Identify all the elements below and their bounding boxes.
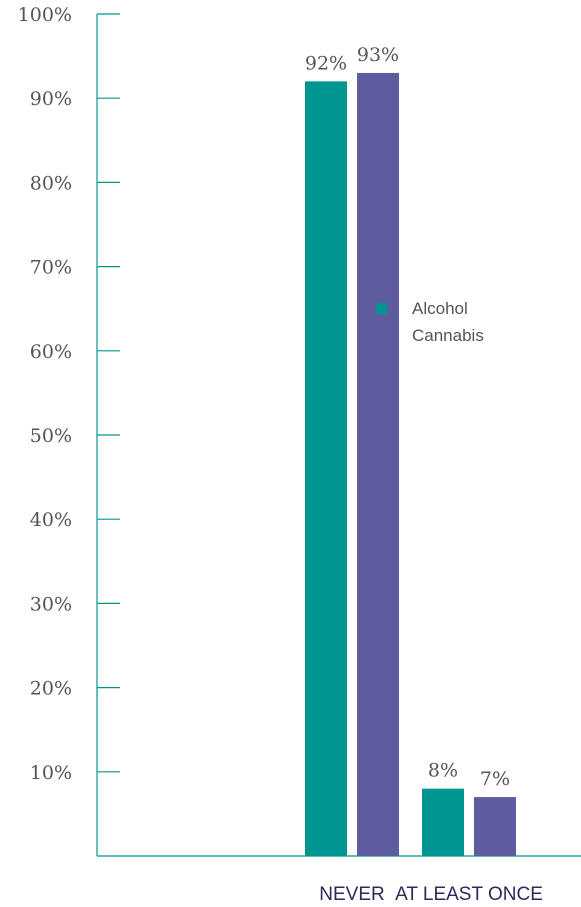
bar-alcohol-1 xyxy=(422,788,464,856)
y-tick-label: 80% xyxy=(30,172,72,194)
y-tick-label: 30% xyxy=(30,593,72,615)
y-tick-label: 100% xyxy=(18,4,72,26)
legend-swatch xyxy=(376,330,387,341)
y-tick-label: 40% xyxy=(30,509,72,531)
y-tick-label: 60% xyxy=(30,341,72,363)
bar-cannabis-0 xyxy=(357,72,399,856)
bar-alcohol-0 xyxy=(305,81,347,857)
data-label: 92% xyxy=(305,52,347,74)
y-tick-label: 90% xyxy=(30,88,72,110)
data-label: 93% xyxy=(357,44,399,66)
y-tick-label: 50% xyxy=(30,425,72,447)
legend-swatch xyxy=(376,303,387,314)
bar-cannabis-1 xyxy=(474,797,516,856)
y-tick-label: 20% xyxy=(30,678,72,700)
y-tick-label: 10% xyxy=(30,762,72,784)
legend-label: Alcohol xyxy=(412,299,468,318)
x-category-label: NEVER xyxy=(319,884,384,905)
legend-label: Cannabis xyxy=(412,326,484,345)
data-label: 8% xyxy=(428,760,458,782)
data-label: 7% xyxy=(480,768,510,790)
y-tick-label: 70% xyxy=(30,257,72,279)
x-category-label: AT LEAST ONCE xyxy=(395,884,543,905)
